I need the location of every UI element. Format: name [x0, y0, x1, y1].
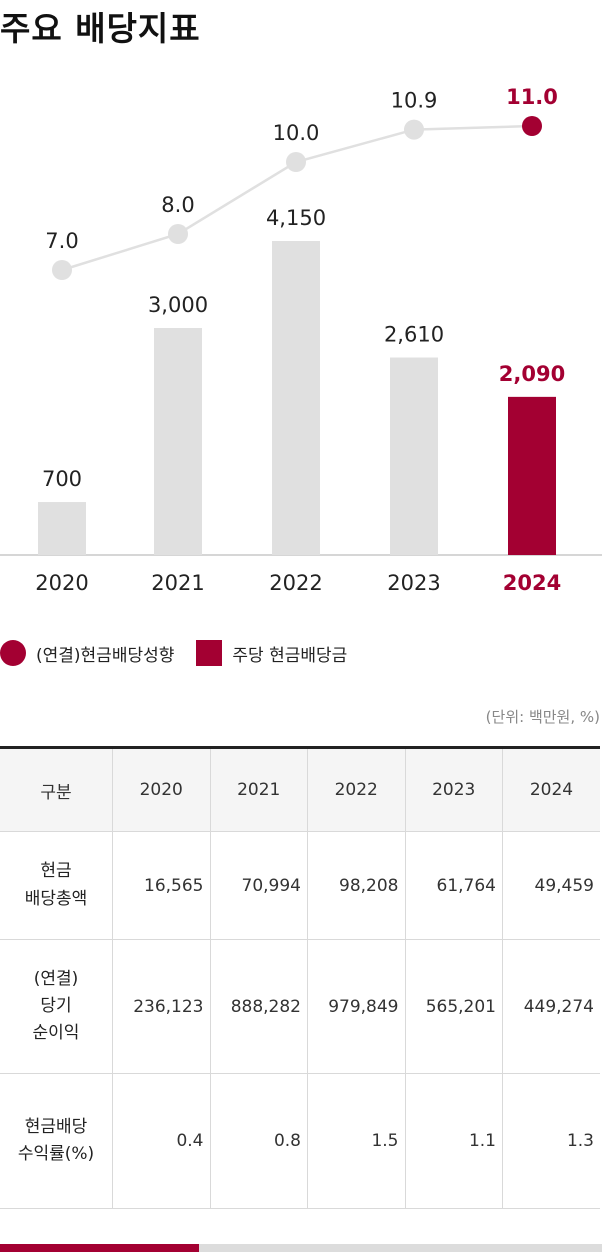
row-header: 현금배당 수익률(%) [0, 1073, 113, 1209]
line-value-label: 7.0 [45, 229, 78, 253]
table-col-header: 2024 [502, 746, 600, 832]
line-point-2023 [404, 119, 424, 140]
legend-item-line: (연결)현금배당성향 [0, 640, 174, 666]
progress-fill [0, 1244, 199, 1252]
dividend-table: 구분 2020 2021 2022 2023 2024 현금 배당총액 16,5… [0, 746, 600, 1209]
legend-line-label: (연결)현금배당성향 [36, 645, 175, 666]
table-cell: 98,208 [307, 831, 406, 940]
x-tick-label: 2024 [503, 571, 561, 595]
table-cell: 1.3 [502, 1073, 600, 1209]
legend-square-icon [196, 640, 223, 666]
bar-value-label: 3,000 [148, 293, 208, 317]
bar-2023 [390, 357, 438, 555]
row-header-line: 현금 [40, 861, 72, 882]
table-header-row: 구분 2020 2021 2022 2023 2024 [0, 746, 600, 832]
table-cell: 0.4 [112, 1073, 211, 1209]
bar-2021 [154, 328, 202, 555]
line-point-2020 [52, 260, 72, 280]
line-value-label: 10.9 [391, 89, 438, 113]
table-row: 현금배당 수익률(%) 0.4 0.8 1.5 1.1 1.3 [0, 1073, 600, 1209]
legend-bar-label: 주당 현금배당금 [232, 645, 348, 666]
row-header: (연결) 당기 순이익 [0, 939, 113, 1074]
table-row: 현금 배당총액 16,565 70,994 98,208 61,764 49,4… [0, 831, 600, 940]
bar-value-label: 2,610 [384, 323, 444, 347]
row-header-line: 순이익 [32, 1023, 80, 1044]
table-cell: 1.5 [307, 1073, 406, 1209]
row-header-line: 수익률(%) [17, 1144, 95, 1164]
x-tick-label: 2021 [151, 571, 204, 595]
bar-value-label: 700 [42, 467, 82, 491]
legend-item-bar: 주당 현금배당금 [196, 640, 347, 666]
row-header-line: (연결) [33, 968, 79, 989]
row-header: 현금 배당총액 [0, 831, 113, 940]
table-col-header: 2023 [405, 746, 503, 832]
progress-track [0, 1244, 602, 1252]
unit-note: (단위: 백만원, %) [485, 708, 600, 726]
page-title: 주요 배당지표 [0, 9, 201, 48]
table-cell: 888,282 [210, 939, 308, 1074]
line-point-2022 [286, 152, 306, 172]
bar-value-label: 4,150 [266, 206, 326, 230]
table-cell: 236,123 [112, 939, 211, 1074]
bar-value-label: 2,090 [499, 362, 565, 386]
dividend-chart: 700 3,000 4,150 2,610 2,090 7.0 8.0 10.0 10.9 11.… [0, 85, 602, 595]
line-point-2021 [168, 224, 188, 244]
table-cell: 565,201 [405, 939, 503, 1074]
table-col-header: 2022 [307, 746, 406, 832]
table-cell: 61,764 [405, 831, 503, 940]
table-cell: 49,459 [502, 831, 600, 940]
line-value-label: 8.0 [161, 193, 194, 217]
line-point-2024 [522, 116, 542, 136]
line-value-label: 11.0 [506, 85, 558, 109]
x-tick-label: 2022 [269, 571, 322, 595]
table-cell: 1.1 [405, 1073, 503, 1209]
x-tick-label: 2023 [387, 571, 440, 595]
table-cell: 979,849 [307, 939, 406, 1074]
legend-circle-icon [0, 640, 26, 666]
table-col-header: 2020 [112, 746, 211, 832]
line-value-label: 10.0 [273, 121, 320, 145]
table-cell: 449,274 [502, 939, 600, 1074]
table-col-header: 2021 [210, 746, 308, 832]
table-row: (연결) 당기 순이익 236,123 888,282 979,849 565,… [0, 939, 600, 1074]
table-cell: 0.8 [210, 1073, 308, 1209]
bar-2022 [272, 241, 320, 555]
bar-2020 [38, 502, 86, 555]
table-cell: 16,565 [112, 831, 211, 940]
row-header-line: 배당총액 [24, 888, 88, 909]
table-cell: 70,994 [210, 831, 308, 940]
bar-2024 [508, 396, 556, 555]
row-header-line: 현금배당 [24, 1116, 88, 1137]
chart-legend: (연결)현금배당성향 주당 현금배당금 [0, 638, 369, 668]
table-corner-header: 구분 [0, 746, 113, 832]
x-tick-label: 2020 [35, 571, 88, 595]
row-header-line: 당기 [40, 995, 72, 1016]
